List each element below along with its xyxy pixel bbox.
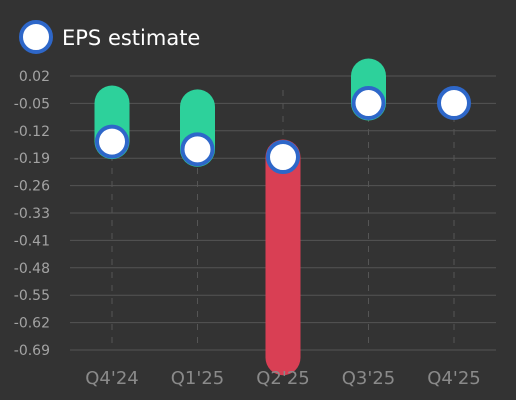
- y-tick-label: -0.48: [14, 261, 50, 277]
- y-axis-ticks: 0.02 -0.05 -0.12 -0.19 -0.26 -0.33 -0.41 -0.48 -…: [14, 69, 50, 359]
- estimate-markers: [95, 86, 471, 175]
- x-tick-label: Q4'25: [427, 368, 480, 389]
- y-tick-label: -0.41: [14, 233, 50, 249]
- x-axis-ticks: Q4'24 Q1'25 Q2'25 Q3'25 Q4'25: [85, 368, 480, 389]
- x-tick-label: Q1'25: [171, 368, 224, 389]
- y-tick-label: -0.05: [14, 96, 50, 112]
- legend-marker: [19, 20, 53, 54]
- x-tick-label: Q2'25: [256, 368, 309, 389]
- y-tick-label: -0.55: [14, 288, 50, 304]
- estimate-marker: [266, 140, 300, 175]
- estimate-marker: [437, 86, 471, 121]
- y-tick-label: -0.19: [14, 151, 50, 167]
- x-tick-label: Q4'24: [85, 368, 138, 389]
- surprise-bars: [94, 58, 386, 376]
- y-tick-label: -0.62: [14, 316, 50, 332]
- y-tick-label: 0.02: [19, 69, 50, 85]
- estimate-marker: [351, 86, 386, 121]
- estimate-marker: [180, 132, 215, 167]
- y-tick-label: -0.69: [14, 343, 50, 359]
- legend: EPS estimate: [19, 20, 200, 54]
- y-tick-label: -0.33: [14, 206, 50, 222]
- y-tick-label: -0.26: [14, 179, 50, 195]
- y-tick-label: -0.12: [14, 124, 50, 140]
- x-tick-label: Q3'25: [342, 368, 395, 389]
- estimate-marker: [95, 124, 129, 159]
- legend-label: EPS estimate: [62, 26, 200, 50]
